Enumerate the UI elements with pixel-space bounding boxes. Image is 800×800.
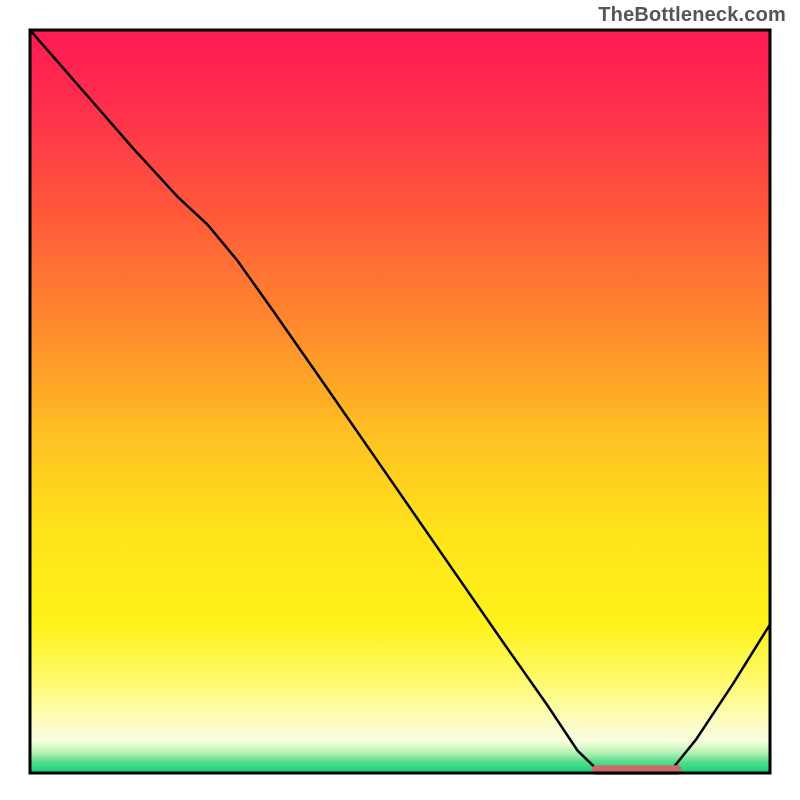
chart-container: TheBottleneck.com — [0, 0, 800, 800]
plot-background — [30, 30, 770, 773]
chart-svg — [0, 0, 800, 800]
